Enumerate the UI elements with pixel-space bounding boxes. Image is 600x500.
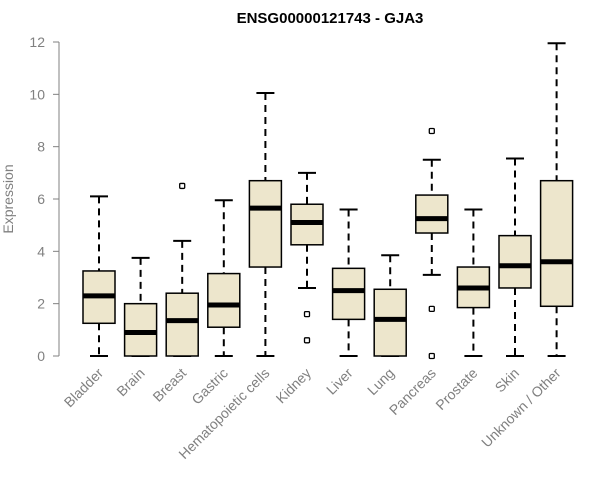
box-rect [207,272,241,328]
box-rect [248,179,283,268]
box-rect [373,288,407,357]
box-rect [498,234,532,289]
outlier-point [303,337,311,344]
box-pancreas [415,127,449,360]
y-tick-label: 8 [37,139,45,155]
box-rect [331,267,366,321]
x-tick-label: Liver [323,365,356,398]
box-rect [165,292,199,357]
outlier-point [179,182,186,190]
box-rect [539,179,574,308]
boxes-group [82,42,574,360]
box-brain [123,256,158,357]
box-prostate [456,208,491,357]
y-axis-label: Expression [0,164,16,233]
x-tick-label: Prostate [432,365,480,413]
x-tick-label: Breast [149,365,189,405]
box-unknown-other [539,42,574,357]
y-tick-label: 12 [29,34,45,50]
y-tick-label: 2 [37,296,45,312]
box-liver [331,208,366,357]
box-lung [373,254,407,357]
x-tick-label: Lung [364,365,397,398]
box-rect [123,302,158,357]
x-tick-label: Kidney [273,365,315,407]
box-bladder [82,195,116,357]
box-skin [498,157,532,357]
outlier-point [303,310,311,318]
outlier-point [428,352,435,360]
box-rect [415,194,449,234]
box-hematopoietic-cells [248,92,283,357]
y-tick-label: 0 [37,348,45,364]
box-gastric [207,199,241,357]
y-tick-label: 4 [37,243,45,259]
chart-title: ENSG00000121743 - GJA3 [237,10,424,27]
y-tick-label: 6 [37,191,45,207]
box-kidney [290,171,324,344]
x-tick-label: Unknown / Other [478,365,564,451]
outlier-point [428,305,435,313]
x-tick-label: Brain [113,365,147,399]
x-tick-label: Bladder [61,365,107,411]
box-breast [165,182,199,357]
outlier-point [428,127,435,135]
y-tick-label: 10 [29,86,45,102]
y-axis: 0 2 4 6 8 10 12 [29,34,60,364]
x-tick-label: Skin [492,365,523,396]
